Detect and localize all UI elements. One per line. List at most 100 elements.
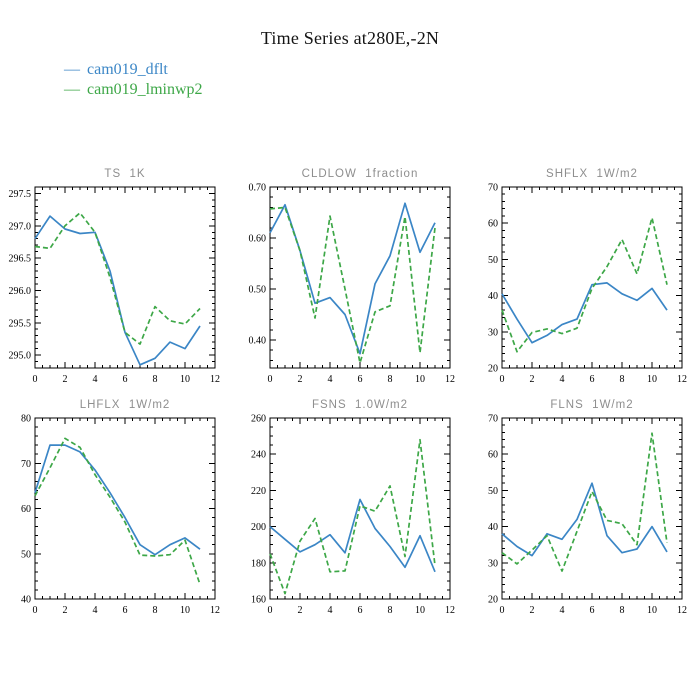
series-line-cam019_lminwp2 bbox=[269, 206, 436, 364]
x-tick-label: 8 bbox=[620, 605, 625, 616]
y-tick-label: 30 bbox=[488, 558, 498, 569]
cldlow-chart-svg: 0 2 4 6 8 10 12 0.40 0.50 0.60 0.70 CLDLOW 1fractio… bbox=[249, 168, 456, 386]
x-tick-label: 10 bbox=[180, 605, 190, 616]
x-tick-label: 6 bbox=[358, 605, 363, 616]
x-tick-label: 6 bbox=[123, 605, 128, 616]
series-line-cam019_dflt bbox=[34, 444, 201, 556]
x-tick-label: 10 bbox=[180, 374, 190, 385]
x-tick-label: 0 bbox=[500, 605, 505, 616]
axis-tick-labels: 0 2 4 6 8 10 12 40 50 60 70 80 bbox=[21, 414, 220, 617]
y-tick-label: 30 bbox=[488, 327, 498, 338]
x-tick-label: 4 bbox=[328, 374, 333, 385]
subplot-title: CLDLOW 1fraction bbox=[302, 168, 419, 180]
x-tick-label: 2 bbox=[298, 605, 303, 616]
series-line-cam019_lminwp2 bbox=[34, 437, 201, 585]
y-tick-label: 60 bbox=[488, 219, 498, 230]
x-tick-label: 8 bbox=[153, 374, 158, 385]
y-tick-label: 260 bbox=[251, 414, 266, 425]
x-tick-label: 6 bbox=[590, 605, 595, 616]
x-tick-label: 2 bbox=[530, 374, 535, 385]
y-tick-label: 50 bbox=[488, 486, 498, 497]
x-tick-label: 12 bbox=[677, 605, 687, 616]
x-tick-label: 0 bbox=[500, 374, 505, 385]
x-tick-label: 0 bbox=[268, 605, 273, 616]
series-line-cam019_lminwp2 bbox=[269, 438, 436, 595]
legend: — cam019_dflt — cam019_lminwp2 bbox=[64, 60, 203, 100]
x-tick-label: 8 bbox=[388, 374, 393, 385]
y-tick-label: 297.0 bbox=[9, 221, 32, 232]
series-line-cam019_lminwp2 bbox=[501, 432, 668, 572]
subplot-title: FLNS 1W/m2 bbox=[550, 399, 633, 411]
x-tick-label: 10 bbox=[647, 605, 657, 616]
y-tick-label: 70 bbox=[21, 459, 31, 470]
y-tick-label: 20 bbox=[488, 364, 498, 375]
x-tick-label: 12 bbox=[210, 374, 220, 385]
subplot-lhflx: 0 2 4 6 8 10 12 40 50 60 70 80 LHFLX 1W/m2 bbox=[3, 391, 231, 622]
x-tick-label: 10 bbox=[647, 374, 657, 385]
axis-tick-labels: 0 2 4 6 8 10 12 20 30 40 50 60 70 bbox=[488, 414, 687, 617]
x-tick-label: 0 bbox=[268, 374, 273, 385]
x-tick-label: 4 bbox=[560, 605, 565, 616]
legend-label: cam019_dflt bbox=[87, 61, 168, 78]
line-swatch-icon: — bbox=[64, 81, 80, 98]
x-tick-label: 4 bbox=[328, 605, 333, 616]
subplot-ts: 0 2 4 6 8 10 12 295.0 295.5 296.0 296.5 297.0 297.5 T… bbox=[3, 160, 231, 391]
y-tick-label: 50 bbox=[488, 255, 498, 266]
axis-frame-and-ticks bbox=[501, 186, 683, 369]
y-tick-label: 60 bbox=[21, 504, 31, 515]
subplot-title: TS 1K bbox=[104, 168, 145, 180]
x-tick-label: 4 bbox=[560, 374, 565, 385]
x-tick-label: 0 bbox=[33, 605, 38, 616]
y-tick-label: 220 bbox=[251, 486, 266, 497]
y-tick-label: 0.60 bbox=[249, 233, 267, 244]
series-line-cam019_dflt bbox=[501, 282, 668, 344]
y-tick-label: 295.0 bbox=[9, 351, 32, 362]
lhflx-chart-svg: 0 2 4 6 8 10 12 40 50 60 70 80 LHFLX 1W/m2 bbox=[21, 399, 220, 617]
axis-tick-labels: 0 2 4 6 8 10 12 160 180 200 220 240 260 bbox=[251, 414, 455, 617]
axis-frame-and-ticks bbox=[269, 186, 451, 369]
x-tick-label: 12 bbox=[210, 605, 220, 616]
y-tick-label: 80 bbox=[21, 414, 31, 425]
x-tick-label: 0 bbox=[33, 374, 38, 385]
x-tick-label: 2 bbox=[530, 605, 535, 616]
series-line-cam019_dflt bbox=[501, 482, 668, 557]
subplot-title: SHFLX 1W/m2 bbox=[546, 168, 638, 180]
subplot-flns: 0 2 4 6 8 10 12 20 30 40 50 60 70 FLNS 1W/m2 bbox=[470, 391, 698, 622]
legend-item-cam019-lminwp2: — cam019_lminwp2 bbox=[64, 80, 203, 100]
x-tick-label: 2 bbox=[298, 374, 303, 385]
subplot-cldlow: 0 2 4 6 8 10 12 0.40 0.50 0.60 0.70 CLDLOW 1fractio… bbox=[238, 160, 466, 391]
x-tick-label: 12 bbox=[445, 374, 455, 385]
y-tick-label: 200 bbox=[251, 522, 266, 533]
y-tick-label: 40 bbox=[488, 291, 498, 302]
axis-frame-and-ticks bbox=[34, 186, 216, 369]
y-tick-label: 60 bbox=[488, 450, 498, 461]
y-tick-label: 0.70 bbox=[249, 183, 267, 194]
subplot-shflx: 0 2 4 6 8 10 12 20 30 40 50 60 70 SHFLX 1W/m2 bbox=[470, 160, 698, 391]
y-tick-label: 180 bbox=[251, 558, 266, 569]
x-tick-label: 6 bbox=[590, 374, 595, 385]
x-tick-label: 4 bbox=[93, 374, 98, 385]
axis-tick-labels: 0 2 4 6 8 10 12 0.40 0.50 0.60 0.70 bbox=[249, 183, 456, 386]
y-tick-label: 40 bbox=[21, 595, 31, 606]
axis-frame-and-ticks bbox=[501, 417, 683, 600]
y-tick-label: 20 bbox=[488, 595, 498, 606]
x-tick-label: 6 bbox=[123, 374, 128, 385]
y-tick-label: 296.5 bbox=[9, 254, 32, 265]
series-line-cam019_lminwp2 bbox=[501, 216, 668, 353]
x-tick-label: 2 bbox=[63, 605, 68, 616]
x-tick-label: 8 bbox=[388, 605, 393, 616]
legend-item-cam019-dflt: — cam019_dflt bbox=[64, 60, 203, 80]
y-tick-label: 0.50 bbox=[249, 284, 267, 295]
shflx-chart-svg: 0 2 4 6 8 10 12 20 30 40 50 60 70 SHFLX 1W/m2 bbox=[488, 168, 687, 385]
series-line-cam019_lminwp2 bbox=[34, 212, 201, 345]
y-tick-label: 240 bbox=[251, 450, 266, 461]
x-tick-label: 8 bbox=[620, 374, 625, 385]
y-tick-label: 50 bbox=[21, 549, 31, 560]
y-tick-label: 40 bbox=[488, 522, 498, 533]
x-tick-label: 12 bbox=[677, 374, 687, 385]
x-tick-label: 2 bbox=[63, 374, 68, 385]
x-tick-label: 8 bbox=[153, 605, 158, 616]
legend-label: cam019_lminwp2 bbox=[87, 81, 203, 98]
fsns-chart-svg: 0 2 4 6 8 10 12 160 180 200 220 240 260 FSNS 1.0W/m2 bbox=[251, 399, 455, 617]
x-tick-label: 10 bbox=[415, 374, 425, 385]
